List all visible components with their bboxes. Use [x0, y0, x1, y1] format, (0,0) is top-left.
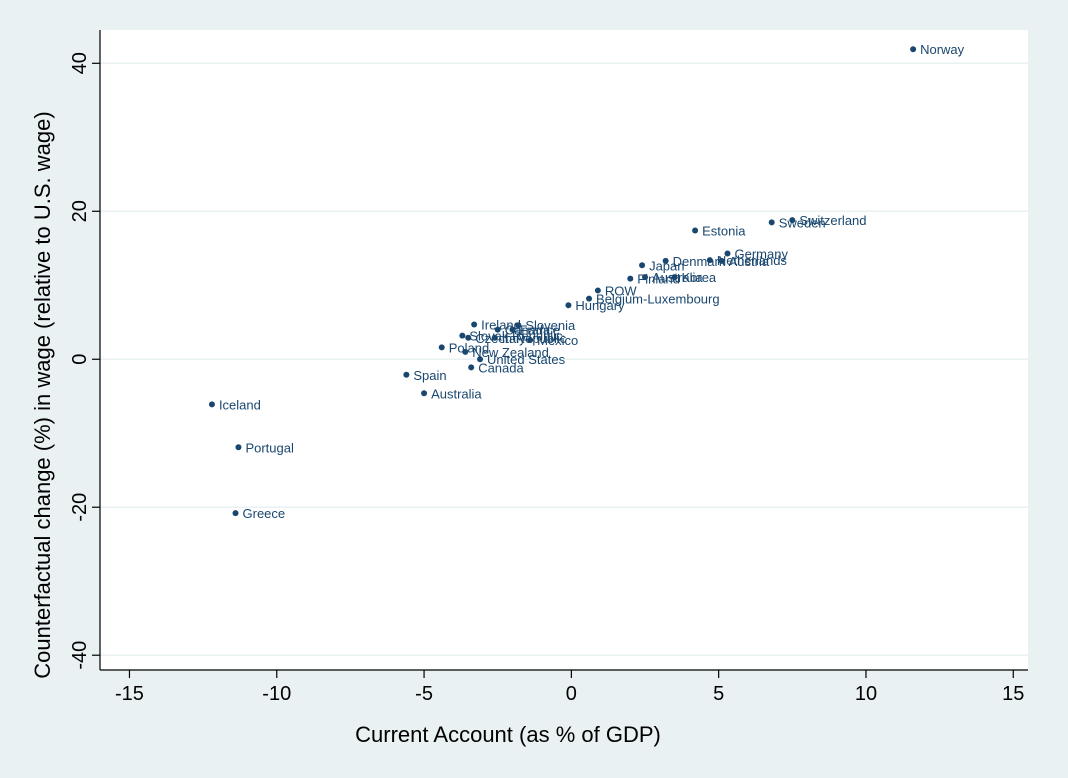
data-point — [692, 227, 699, 234]
data-point-label: Australia — [652, 270, 703, 285]
data-point — [494, 326, 501, 333]
data-point — [527, 337, 534, 344]
data-point — [706, 257, 713, 264]
data-point-label: Iceland — [219, 397, 261, 412]
data-point — [639, 262, 646, 269]
data-point — [465, 334, 472, 341]
data-point — [438, 344, 445, 351]
data-point — [910, 46, 917, 53]
data-point — [471, 321, 478, 328]
data-point-label: Estonia — [702, 224, 746, 239]
x-tick-label: 5 — [713, 683, 724, 705]
data-point — [459, 332, 466, 339]
data-point-label: Korea — [681, 270, 716, 285]
y-tick-label: -40 — [69, 641, 91, 670]
data-point-label: France — [519, 323, 559, 338]
data-point-label: Japan — [649, 258, 684, 273]
data-point — [594, 287, 601, 294]
data-point-label: Switzerland — [799, 213, 866, 228]
data-point-label: United States — [487, 352, 566, 367]
data-point — [671, 274, 678, 281]
x-tick-label: -5 — [415, 683, 433, 705]
data-point — [724, 250, 731, 257]
data-point-label: Netherlands — [717, 253, 788, 268]
data-point — [208, 401, 215, 408]
y-tick-label: 20 — [69, 200, 91, 222]
data-point — [509, 326, 516, 333]
data-point-label: Canada — [478, 360, 524, 375]
y-tick-label: -20 — [69, 493, 91, 522]
data-point — [718, 257, 725, 264]
data-point-label: Sweden — [779, 215, 826, 230]
y-axis-title: Counterfactual change (%) in wage (relat… — [30, 111, 55, 678]
data-point-label: Germany — [735, 246, 789, 261]
data-point-label: ROW — [605, 283, 638, 298]
data-point-label: Greece — [243, 506, 286, 521]
data-point — [768, 219, 775, 226]
y-tick-label: 0 — [69, 354, 91, 365]
data-point — [515, 322, 522, 329]
data-point-label: Denmark — [673, 254, 726, 269]
data-point — [403, 371, 410, 378]
data-point — [235, 444, 242, 451]
data-point — [662, 257, 669, 264]
axis-ticks: -40 -20 0 20 40 -15 -10 -5 0 5 10 15 — [69, 52, 1024, 705]
data-point-label: Mexico — [537, 333, 578, 348]
data-point — [642, 274, 649, 281]
x-tick-label: -10 — [262, 683, 291, 705]
data-point-label: Portugal — [245, 440, 294, 455]
x-tick-label: 10 — [855, 683, 877, 705]
data-point — [627, 275, 634, 282]
y-tick-label: 40 — [69, 52, 91, 74]
data-point-label: Slovenia — [525, 318, 576, 333]
data-point — [586, 295, 593, 302]
x-axis-title: Current Account (as % of GDP) — [355, 722, 661, 747]
x-tick-label: 0 — [566, 683, 577, 705]
data-point-label: Finland — [637, 272, 680, 287]
data-point — [232, 510, 239, 517]
data-point-label: New Zealand — [472, 345, 549, 360]
data-point-label: Canada — [505, 323, 551, 338]
data-point-label: Hungary — [575, 298, 625, 313]
data-point-label: Belgium-Luxembourg — [596, 292, 720, 307]
data-point-label: Italy — [502, 331, 526, 346]
data-point — [462, 348, 469, 355]
data-point-label: Poland — [449, 340, 489, 355]
data-point — [491, 334, 498, 341]
data-point — [421, 390, 428, 397]
data-point — [468, 364, 475, 371]
data-point — [789, 217, 796, 224]
data-point-label: Norway — [920, 42, 965, 57]
data-point — [565, 302, 572, 309]
data-point-label: Austria — [729, 254, 770, 269]
x-tick-label: -15 — [115, 683, 144, 705]
gridlines — [100, 62, 1028, 656]
plot-area — [100, 30, 1028, 670]
data-point-label: Australia — [431, 386, 482, 401]
data-point — [477, 356, 484, 363]
data-point-label: Spain — [413, 368, 446, 383]
data-point-label: Czech Republic — [475, 331, 567, 346]
x-tick-label: 15 — [1002, 683, 1024, 705]
